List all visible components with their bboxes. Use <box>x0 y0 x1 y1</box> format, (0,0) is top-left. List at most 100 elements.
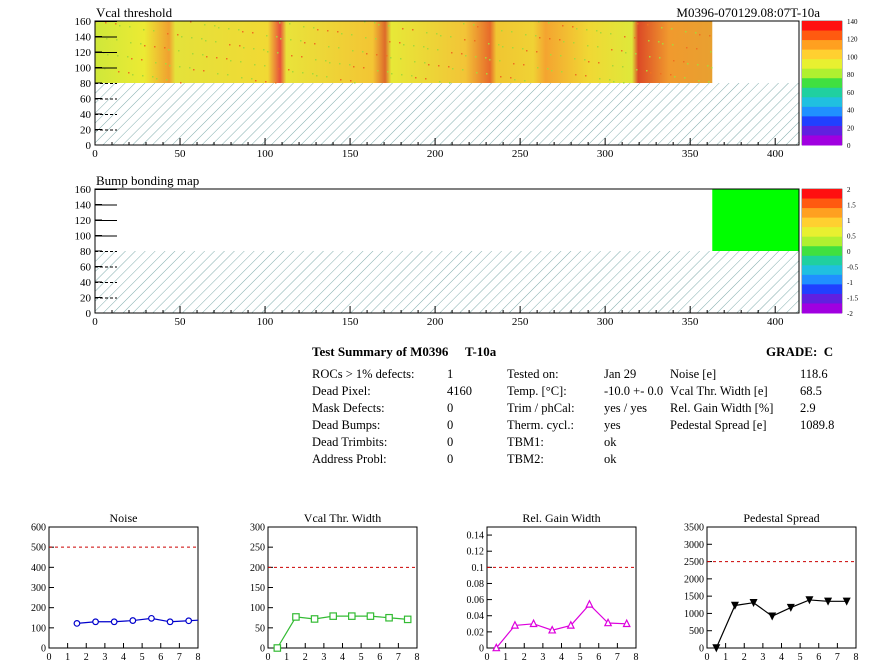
data-point <box>492 642 501 652</box>
mini-x-tick-label: 3 <box>321 652 326 663</box>
color-scale-band <box>802 189 842 200</box>
heatmap-noise-pixel <box>523 64 525 66</box>
heatmap-noise-pixel <box>674 76 676 78</box>
heatmap-noise-pixel <box>267 51 269 53</box>
color-scale-band <box>802 265 842 276</box>
heatmap-noise-pixel <box>461 53 463 55</box>
heatmap-noise-pixel <box>378 24 380 26</box>
heatmap-noise-pixel <box>288 69 290 71</box>
heatmap-noise-pixel <box>390 57 392 59</box>
map-x-tick-label: 100 <box>257 316 274 328</box>
color-scale-band <box>802 78 842 89</box>
heatmap-noise-pixel <box>190 21 192 23</box>
heatmap-noise-pixel <box>584 59 586 61</box>
color-scale-band <box>802 198 842 209</box>
heatmap-noise-pixel <box>339 63 341 65</box>
heatmap-noise-pixel <box>353 66 355 68</box>
heatmap-noise-pixel <box>388 25 390 27</box>
heatmap-noise-pixel <box>226 58 228 60</box>
heatmap-noise-pixel <box>316 75 318 77</box>
color-scale-band <box>802 116 842 127</box>
color-scale-band <box>802 227 842 238</box>
mini-y-tick-label: 200 <box>31 603 46 614</box>
mini-plot-frame <box>48 526 199 649</box>
heatmap-noise-pixel <box>201 38 203 40</box>
heatmap-noise-pixel <box>254 64 256 66</box>
map-x-tick-label: 350 <box>682 316 699 328</box>
heatmap-noise-pixel <box>240 61 242 63</box>
mini-x-tick-label: 6 <box>377 652 382 663</box>
heatmap-noise-pixel <box>499 60 501 62</box>
heatmap-noise-pixel <box>117 55 119 57</box>
heatmap-noise-pixel <box>266 35 268 37</box>
mini-y-tick-label: 250 <box>250 543 265 554</box>
heatmap-noise-pixel <box>452 68 454 70</box>
data-point <box>273 644 282 652</box>
color-scale-band <box>802 293 842 304</box>
heatmap-noise-pixel <box>366 53 368 55</box>
heatmap-noise-pixel <box>264 65 266 67</box>
map-y-tick-label: 20 <box>80 293 92 305</box>
data-point <box>185 617 193 625</box>
heatmap-noise-pixel <box>375 38 377 40</box>
mini-y-tick-label: 150 <box>250 583 265 594</box>
map-hatched-region <box>95 251 799 313</box>
heatmap-noise-pixel <box>354 82 356 84</box>
heatmap-noise-pixel <box>426 32 428 34</box>
color-scale-label: -1.5 <box>847 295 859 303</box>
data-point <box>805 596 814 605</box>
map-hatched-region <box>95 83 799 145</box>
heatmap-noise-pixel <box>374 22 376 24</box>
heatmap-noise-pixel <box>611 49 613 51</box>
heatmap-noise-pixel <box>337 31 339 33</box>
mini-x-tick-label: 4 <box>340 652 345 663</box>
mini-chart-title: Noise <box>110 511 138 525</box>
heatmap-noise-pixel <box>251 78 253 80</box>
heatmap-noise-pixel <box>609 79 611 81</box>
data-point <box>348 612 356 620</box>
heatmap-noise-pixel <box>402 28 404 30</box>
mini-y-tick-label: 300 <box>250 523 265 534</box>
mini-x-tick-label: 6 <box>596 652 601 663</box>
map-x-tick-label: 200 <box>427 148 444 160</box>
mini-y-tick-label: 200 <box>250 563 265 574</box>
heatmap-noise-pixel <box>637 23 639 25</box>
heatmap-noise-pixel <box>193 69 195 71</box>
mini-y-tick-label: 300 <box>31 583 46 594</box>
heatmap-noise-pixel <box>289 23 291 25</box>
heatmap-noise-pixel <box>659 57 661 59</box>
heatmap-noise-pixel <box>166 79 168 81</box>
color-scale-label: 140 <box>847 18 858 26</box>
mini-y-tick-label: 500 <box>689 626 704 637</box>
color-scale-band <box>802 49 842 60</box>
heatmap-noise-pixel <box>115 23 117 25</box>
heatmap-noise-pixel <box>563 41 565 43</box>
data-point <box>148 614 155 622</box>
heatmap-noise-pixel <box>338 47 340 49</box>
heatmap-noise-pixel <box>255 80 257 82</box>
heatmap-noise-pixel <box>548 22 550 24</box>
map-title: Bump bonding map <box>96 173 199 188</box>
map-y-tick-label: 140 <box>75 200 92 212</box>
color-scale-band <box>802 217 842 228</box>
heatmap-noise-pixel <box>537 67 539 69</box>
color-scale-label: -2 <box>847 310 853 318</box>
heatmap-noise-pixel <box>464 39 466 41</box>
heatmap-noise-pixel <box>439 81 441 83</box>
heatmap-noise-pixel <box>597 46 599 48</box>
heatmap-noise-pixel <box>180 82 182 84</box>
heatmap-noise-pixel <box>560 55 562 57</box>
mini-chart-2: Rel. Gain Width 0 1 2 3 4 5 6 7 8 0 0.02 0.04 0.06 0.0… <box>467 511 639 663</box>
heatmap-noise-pixel <box>202 54 204 56</box>
color-scale-band <box>802 87 842 98</box>
heatmap-noise-pixel <box>376 54 378 56</box>
heatmap-noise-pixel <box>169 65 171 67</box>
heatmap-noise-pixel <box>485 57 487 59</box>
map-y-tick-label: 60 <box>80 94 92 106</box>
threshold-heatmap <box>95 21 713 83</box>
data-point <box>548 625 557 634</box>
mini-y-tick-label: 2500 <box>684 557 704 568</box>
mini-y-tick-label: 3500 <box>684 523 704 534</box>
heatmap-noise-pixel <box>153 30 155 32</box>
